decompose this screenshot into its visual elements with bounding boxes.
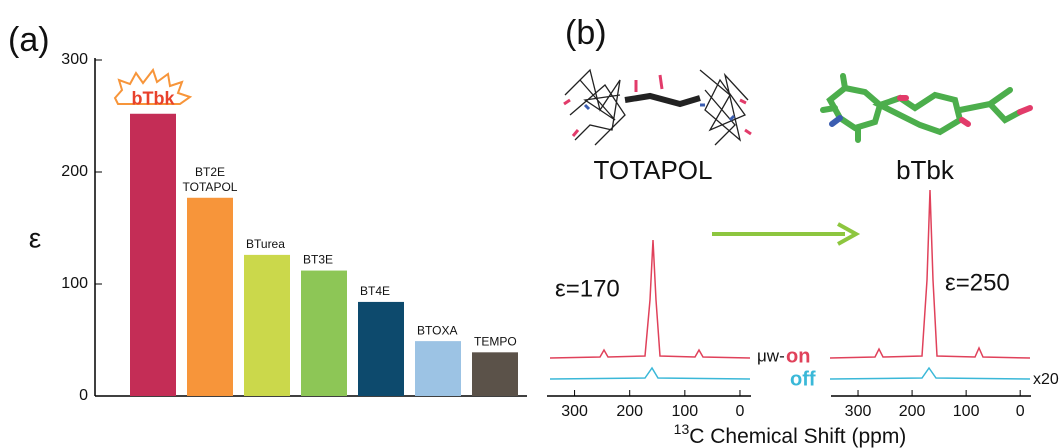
category-label: BT3E	[303, 253, 333, 267]
category-label: bTbk	[132, 89, 176, 109]
spectrum-off	[830, 368, 1030, 379]
category-label: BTurea	[246, 237, 285, 251]
category-label: BTOXA	[417, 323, 457, 337]
category-label: BT2E	[195, 165, 225, 179]
x-tick-label: 200	[616, 403, 643, 420]
bar	[187, 198, 233, 396]
enhancement-label: ε=250	[945, 269, 1010, 296]
molecule-totapol	[564, 70, 751, 145]
spectrum-off	[550, 368, 750, 379]
x-tick-label: 200	[899, 403, 926, 420]
x-tick-label: 0	[736, 403, 745, 420]
bar	[301, 271, 347, 396]
category-label: TOTAPOL	[183, 180, 238, 194]
legend-on: on	[786, 345, 810, 367]
panel-label: (a)	[8, 21, 50, 59]
y-axis-label: ε	[29, 222, 41, 253]
bar	[358, 302, 404, 396]
category-label: BT4E	[360, 284, 390, 298]
legend-off: off	[790, 368, 816, 390]
legend-prefix: μw-	[757, 346, 785, 365]
x-label-sup: 13	[674, 421, 690, 437]
x-tick-label: 0	[1016, 403, 1025, 420]
molecule-label: bTbk	[896, 155, 955, 185]
scale-label: x20	[1033, 371, 1059, 388]
y-tick-label: 0	[79, 387, 88, 404]
bar	[130, 114, 176, 396]
x-axis-label: 13C Chemical Shift (ppm)	[674, 421, 907, 448]
molecule-label: TOTAPOL	[594, 155, 713, 185]
x-tick-label: 100	[671, 403, 698, 420]
x-tick-label: 100	[953, 403, 980, 420]
panel-label: (b)	[565, 14, 607, 52]
x-tick-label: 300	[561, 403, 588, 420]
bar	[415, 341, 461, 396]
figure: (a) ε (b) TOTAPOL bTbk ε=170 ε=250 μw- o…	[0, 0, 1061, 448]
category-label: TEMPO	[474, 334, 517, 348]
bar	[472, 352, 518, 396]
y-tick-label: 100	[61, 275, 88, 292]
y-tick-label: 300	[61, 51, 88, 68]
molecule-bTbk	[823, 76, 1030, 140]
enhancement-label: ε=170	[555, 275, 620, 302]
bar	[244, 255, 290, 396]
y-tick-label: 200	[61, 163, 88, 180]
x-tick-label: 300	[845, 403, 872, 420]
x-label-main: C Chemical Shift (ppm)	[689, 425, 906, 448]
